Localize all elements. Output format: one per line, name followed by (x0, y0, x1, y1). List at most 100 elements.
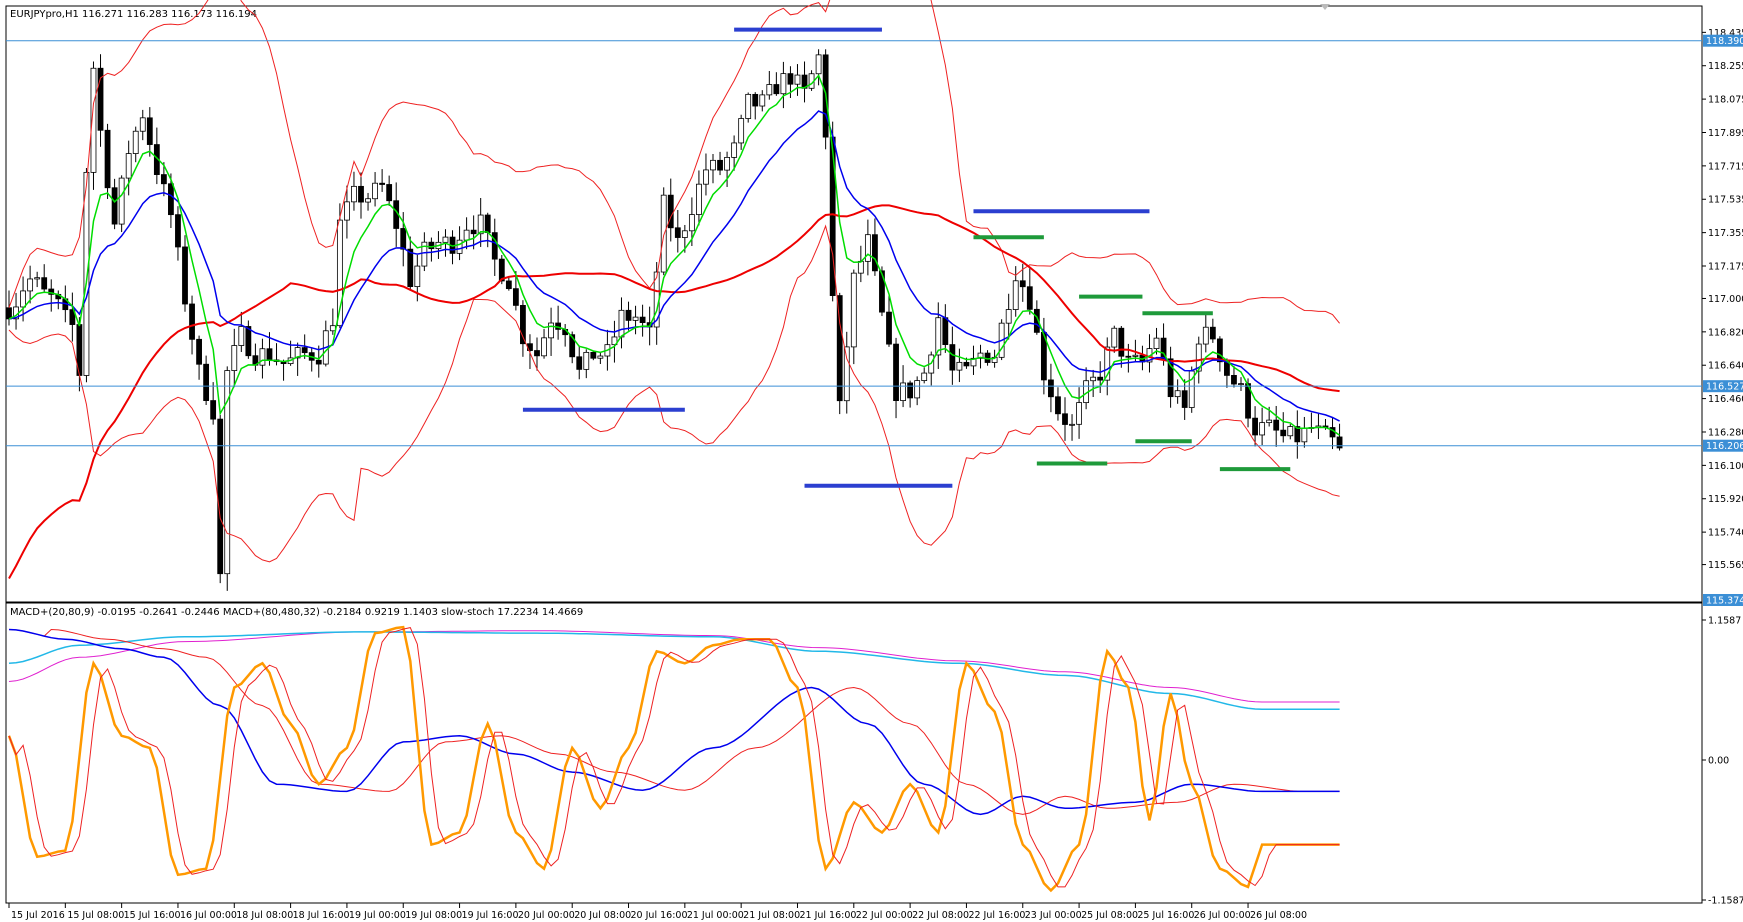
candle-body (893, 343, 899, 402)
stoch-signal-line (8, 627, 1340, 888)
candle-body (231, 345, 238, 371)
candle-body (125, 153, 132, 179)
price-tick-label: 115.740 (1708, 528, 1743, 539)
price-tick-label: 116.100 (1708, 461, 1743, 472)
indicator-tick-label: -1.1587 (1708, 896, 1743, 907)
candle-body (590, 351, 597, 359)
time-tick-label: 18 Jul 16:00 (293, 910, 350, 921)
candle-body (48, 288, 55, 295)
candle-body (1280, 429, 1287, 437)
time-tick-label: 15 Jul 2016 (11, 910, 65, 921)
price-tag-box (1703, 439, 1743, 452)
candle-body (139, 117, 146, 132)
candle-body (34, 277, 41, 280)
candle-body (850, 272, 857, 348)
upper-band-line (8, 0, 1340, 324)
price-tick-label: 116.280 (1708, 427, 1743, 438)
candle-body (921, 372, 928, 381)
sub-header-text: MACD+(20,80,9) -0.0195 -0.2641 -0.2446 M… (10, 607, 583, 618)
indicator-tick-label: 0.00 (1708, 756, 1729, 767)
candle-body (520, 304, 526, 345)
candle-body (372, 182, 378, 200)
candle-body (1202, 326, 1209, 345)
candle-body (583, 351, 590, 370)
candle-body (1076, 402, 1082, 425)
time-tick-label: 21 Jul 16:00 (799, 910, 856, 921)
candle-body (196, 338, 202, 365)
candle-body (203, 363, 210, 401)
price-tick-label: 118.255 (1708, 61, 1743, 72)
candle-body (1266, 419, 1273, 424)
candle-body (843, 346, 850, 402)
candle-body (773, 84, 780, 95)
candle-body (336, 219, 343, 327)
time-tick-label: 23 Jul 00:00 (1025, 910, 1082, 921)
candle-body (1216, 338, 1223, 363)
candle-body (1273, 419, 1280, 431)
candle-body (674, 227, 681, 238)
candle-body (1055, 396, 1061, 415)
candle-body (1062, 413, 1068, 425)
macd-fast-signal-line (8, 628, 1340, 815)
candle-body (160, 174, 167, 185)
candle-body (1238, 383, 1244, 386)
price-tick-label: 115.565 (1708, 560, 1743, 571)
candle-body (1195, 343, 1202, 372)
candle-body (111, 187, 118, 225)
candle-body (477, 214, 484, 235)
price-tick-label: 117.895 (1708, 128, 1743, 139)
candle-body (498, 258, 505, 282)
candle-body (1336, 436, 1343, 449)
candle-body (766, 84, 773, 96)
candle-body (1033, 308, 1040, 333)
time-tick-label: 26 Jul 08:00 (1250, 910, 1307, 921)
price-tag-box (1703, 594, 1743, 606)
candle-body (625, 309, 632, 321)
candle-body (315, 359, 322, 365)
main-plot-area[interactable] (6, 0, 1702, 591)
candle-body (301, 347, 308, 354)
candle-body (1118, 327, 1125, 357)
price-tick-label: 116.460 (1708, 394, 1743, 405)
candle-body (442, 236, 449, 243)
candle-body (90, 67, 97, 173)
indicator-plot-area[interactable] (7, 625, 1340, 893)
time-tick-label: 26 Jul 00:00 (1194, 910, 1251, 921)
indicator-tick-label: 1.1587 (1708, 616, 1741, 627)
candle-body (836, 295, 843, 402)
candle-body (484, 214, 491, 234)
candle-body (1287, 426, 1294, 437)
candle-body (365, 198, 371, 203)
candle-body (379, 182, 386, 185)
candle-body (632, 316, 639, 321)
time-tick-label: 21 Jul 08:00 (743, 910, 800, 921)
price-tick-label: 115.920 (1708, 494, 1743, 505)
candle-body (1097, 376, 1104, 381)
candle-body (597, 355, 604, 359)
price-tag-box (1703, 380, 1743, 393)
candle-body (956, 361, 963, 371)
candle-body (470, 229, 477, 235)
candle-body (146, 117, 153, 145)
candle-body (907, 382, 914, 399)
chart-shift-marker-icon[interactable] (1320, 4, 1330, 10)
candle-body (724, 156, 730, 171)
candle-body (667, 194, 674, 229)
time-tick-label: 22 Jul 16:00 (968, 910, 1025, 921)
candle-body (27, 278, 34, 292)
candle-body (710, 159, 716, 171)
candle-body (344, 201, 350, 221)
candle-body (1012, 280, 1019, 310)
price-tag-label: 116.206 (1706, 441, 1743, 452)
candle-body (104, 129, 111, 189)
candle-body (69, 309, 76, 325)
time-tick-label: 20 Jul 08:00 (574, 910, 631, 921)
candle-body (1104, 346, 1111, 381)
candle-body (6, 307, 12, 320)
price-tick-label: 117.715 (1708, 161, 1743, 172)
time-tick-label: 15 Jul 16:00 (124, 910, 181, 921)
candle-body (329, 325, 336, 332)
candle-body (970, 357, 977, 367)
candle-body (358, 185, 364, 203)
